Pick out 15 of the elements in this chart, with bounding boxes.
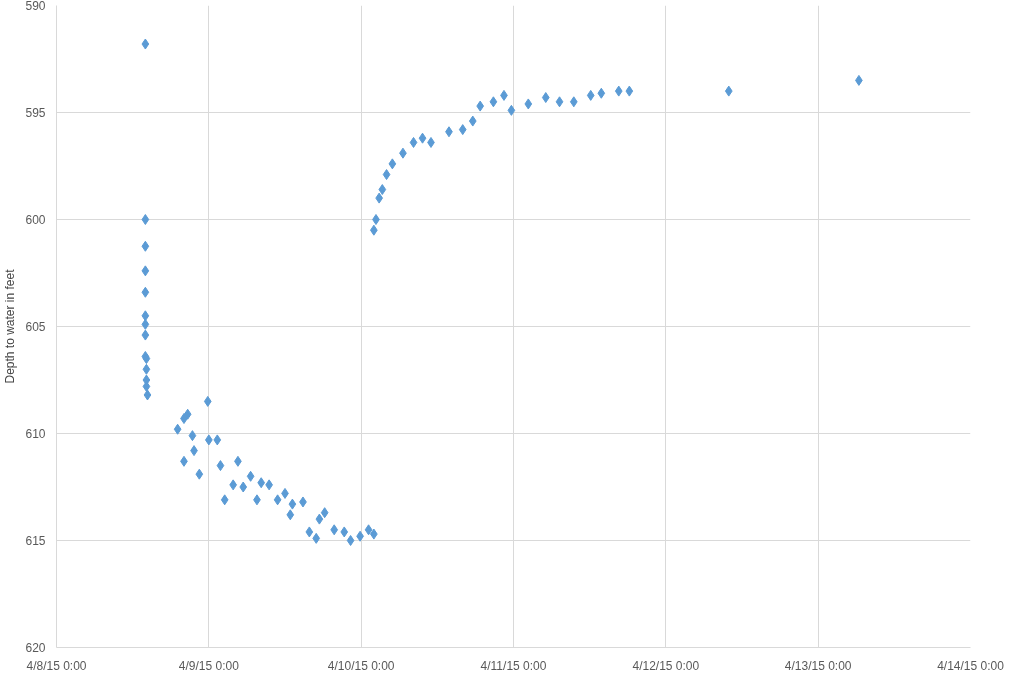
x-tick-label: 4/8/15 0:00	[26, 658, 87, 673]
x-tick-label: 4/9/15 0:00	[178, 658, 240, 673]
y-tick-label: 620	[25, 641, 46, 655]
x-tick-label: 4/10/15 0:00	[327, 658, 395, 673]
y-tick-label: 590	[25, 0, 46, 13]
y-tick-label: 610	[25, 427, 46, 441]
x-tick-label: 4/14/15 0:00	[937, 658, 1005, 673]
y-tick-label: 600	[25, 213, 46, 227]
x-tick-label: 4/13/15 0:00	[784, 658, 852, 673]
x-tick-label: 4/12/15 0:00	[632, 658, 700, 673]
y-tick-label: 605	[25, 320, 46, 334]
y-tick-label: 615	[25, 534, 46, 548]
y-tick-label: 595	[25, 106, 46, 120]
x-tick-label: 4/11/15 0:00	[480, 658, 547, 673]
y-axis-title: Depth to water in feet	[3, 268, 18, 384]
